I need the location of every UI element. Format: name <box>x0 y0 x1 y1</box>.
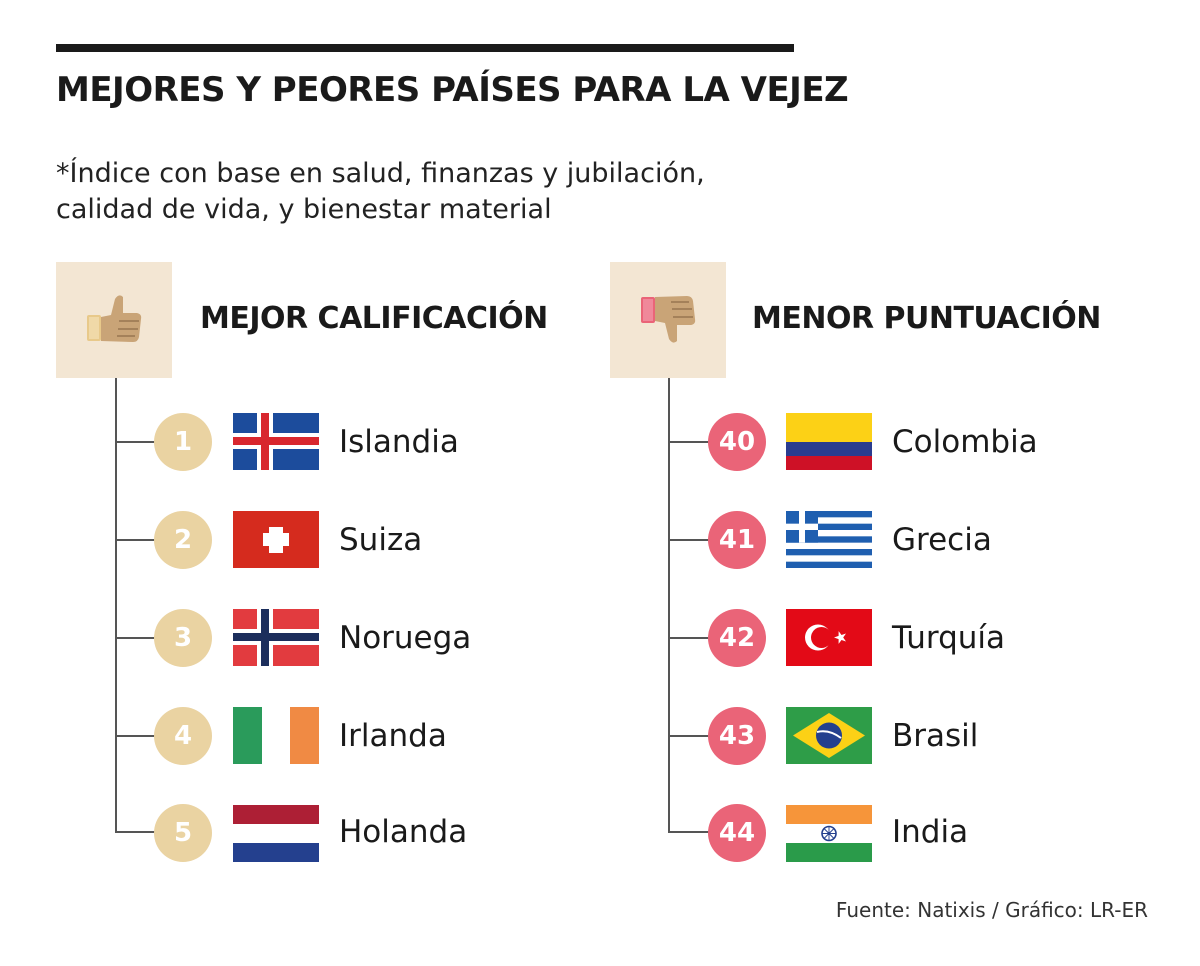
best-tree-line <box>115 378 117 832</box>
country-name: India <box>892 814 969 850</box>
rank-badge: 5 <box>154 804 212 862</box>
rank-badge: 43 <box>708 707 766 765</box>
tree-branch <box>668 441 710 443</box>
source-credit: Fuente: Natixis / Gráfico: LR-ER <box>835 898 1148 922</box>
thumbs-down-icon <box>641 296 696 343</box>
thumbs-down-icon-box <box>610 262 726 378</box>
country-name: Grecia <box>892 522 992 558</box>
rank-badge: 41 <box>708 511 766 569</box>
country-name: Islandia <box>339 424 459 460</box>
tree-branch <box>668 735 710 737</box>
tree-branch <box>115 735 157 737</box>
country-name: Noruega <box>339 620 472 656</box>
tree-branch <box>115 637 157 639</box>
rank-badge: 3 <box>154 609 212 667</box>
ireland-flag-icon <box>233 707 319 764</box>
colombia-flag-icon <box>786 413 872 470</box>
rank-badge: 42 <box>708 609 766 667</box>
rank-badge: 40 <box>708 413 766 471</box>
worst-tree-line <box>668 378 670 832</box>
thumbs-up-icon <box>87 295 142 342</box>
country-name: Colombia <box>892 424 1038 460</box>
tree-branch <box>115 539 157 541</box>
country-name: Suiza <box>339 522 423 558</box>
subtitle-line-2: calidad de vida, y bienestar material <box>56 194 552 225</box>
rank-badge: 4 <box>154 707 212 765</box>
subtitle: *Índice con base en salud, finanzas y ju… <box>56 156 816 228</box>
worst-heading: MENOR PUNTUACIÓN <box>752 301 1101 336</box>
switzerland-flag-icon <box>233 511 319 568</box>
norway-flag-icon <box>233 609 319 666</box>
tree-branch <box>668 539 710 541</box>
brazil-flag-icon <box>786 707 872 764</box>
tree-branch <box>115 441 157 443</box>
netherlands-flag-icon <box>233 805 319 862</box>
rank-badge: 44 <box>708 804 766 862</box>
turkey-flag-icon <box>786 609 872 666</box>
india-flag-icon <box>786 805 872 862</box>
page-title: MEJORES Y PEORES PAÍSES PARA LA VEJEZ <box>56 70 849 110</box>
rank-badge: 1 <box>154 413 212 471</box>
country-name: Brasil <box>892 718 979 754</box>
iceland-flag-icon <box>233 413 319 470</box>
tree-branch <box>668 831 710 833</box>
rank-badge: 2 <box>154 511 212 569</box>
tree-branch <box>115 831 157 833</box>
country-name: Irlanda <box>339 718 447 754</box>
subtitle-line-1: *Índice con base en salud, finanzas y ju… <box>56 158 705 189</box>
country-name: Turquía <box>892 620 1006 656</box>
best-heading: MEJOR CALIFICACIÓN <box>200 301 548 336</box>
top-rule <box>56 44 794 52</box>
tree-branch <box>668 637 710 639</box>
greece-flag-icon <box>786 511 872 568</box>
country-name: Holanda <box>339 814 468 850</box>
thumbs-up-icon-box <box>56 262 172 378</box>
